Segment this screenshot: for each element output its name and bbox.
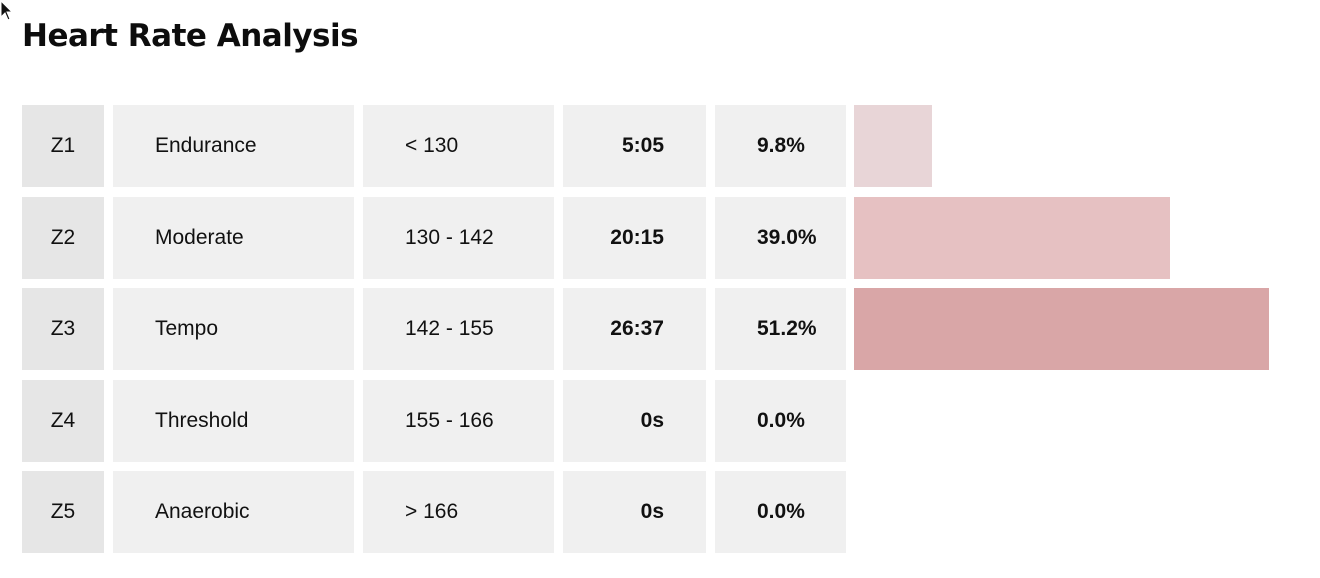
zone-bar: [854, 196, 1170, 279]
zone-bar: [854, 288, 1269, 370]
zone-id: Z2: [22, 196, 104, 279]
zone-id: Z5: [22, 471, 104, 553]
time-in-zone: 0s: [563, 379, 706, 462]
zone-name: Endurance: [113, 105, 354, 187]
heart-rate-range: < 130: [363, 105, 554, 187]
time-in-zone: 26:37: [563, 288, 706, 370]
mouse-cursor-icon: [0, 0, 14, 21]
table-row: Z4 Threshold 155 - 166 0s 0.0%: [22, 379, 1282, 462]
zone-bar-track: [854, 471, 1269, 553]
zone-name: Anaerobic: [113, 471, 354, 553]
zone-bar-track: [854, 196, 1269, 279]
zone-percentage: 0.0%: [715, 471, 846, 553]
time-in-zone: 20:15: [563, 196, 706, 279]
zone-bar-track: [854, 288, 1269, 370]
zone-id: Z3: [22, 288, 104, 370]
zone-bar-track: [854, 380, 1269, 462]
zone-percentage: 9.8%: [715, 105, 846, 187]
heart-rate-range: > 166: [363, 471, 554, 553]
zone-id: Z4: [22, 379, 104, 462]
zone-id: Z1: [22, 105, 104, 187]
table-row: Z5 Anaerobic > 166 0s 0.0%: [22, 471, 1282, 553]
table-row: Z3 Tempo 142 - 155 26:37 51.2%: [22, 288, 1282, 370]
zone-bar-track: [854, 105, 1269, 187]
table-row: Z2 Moderate 130 - 142 20:15 39.0%: [22, 196, 1282, 279]
zone-percentage: 39.0%: [715, 196, 846, 279]
time-in-zone: 5:05: [563, 105, 706, 187]
page-title: Heart Rate Analysis: [22, 18, 359, 54]
zone-name: Tempo: [113, 288, 354, 370]
heart-rate-range: 155 - 166: [363, 379, 554, 462]
heart-rate-range: 142 - 155: [363, 288, 554, 370]
zone-percentage: 0.0%: [715, 379, 846, 462]
zone-name: Moderate: [113, 196, 354, 279]
zone-name: Threshold: [113, 379, 354, 462]
table-row: Z1 Endurance < 130 5:05 9.8%: [22, 105, 1282, 187]
heart-rate-range: 130 - 142: [363, 196, 554, 279]
zone-bar: [854, 105, 932, 187]
zone-percentage: 51.2%: [715, 288, 846, 370]
time-in-zone: 0s: [563, 471, 706, 553]
